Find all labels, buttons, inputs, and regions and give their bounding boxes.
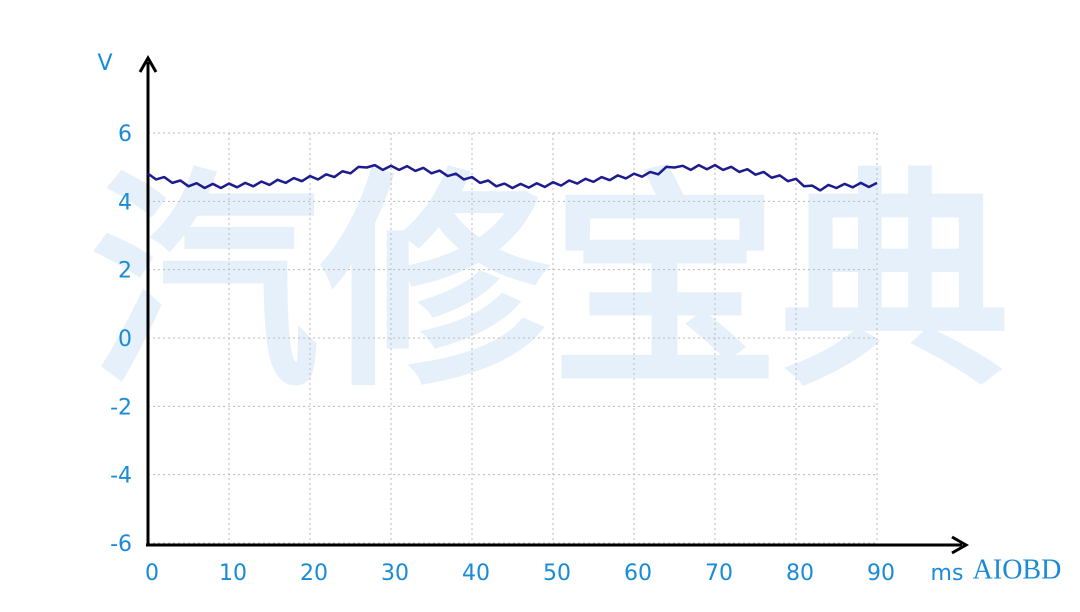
x-axis-label: ms [931, 561, 964, 586]
x-tick-label: 50 [543, 561, 571, 586]
y-tick-label: -2 [110, 395, 132, 420]
x-arrow [951, 535, 970, 555]
x-tick-label: 30 [381, 561, 409, 586]
x-tick-label: 60 [624, 561, 652, 586]
y-tick-label: 4 [118, 190, 132, 215]
data-line [147, 163, 878, 192]
y-tick-label: -4 [110, 464, 132, 489]
y-tick-label: -6 [110, 532, 132, 557]
x-tick-label: 10 [219, 561, 247, 586]
x-tick-label: 80 [786, 561, 814, 586]
x-tick-label: 20 [300, 561, 328, 586]
x-tick-label: 70 [705, 561, 733, 586]
x-tick-label: 90 [867, 561, 895, 586]
brand: AIOBD [973, 554, 1062, 585]
y-tick-label: 6 [118, 122, 132, 147]
x-tick-label: 40 [462, 561, 490, 586]
watermark: 汽修宝典 [90, 151, 1010, 418]
y-axis-label: V [97, 51, 112, 76]
y-tick-label: 2 [118, 259, 132, 284]
x-tick-label: 0 [145, 561, 159, 586]
y-arrow [138, 54, 158, 73]
y-tick-label: 0 [118, 327, 132, 352]
